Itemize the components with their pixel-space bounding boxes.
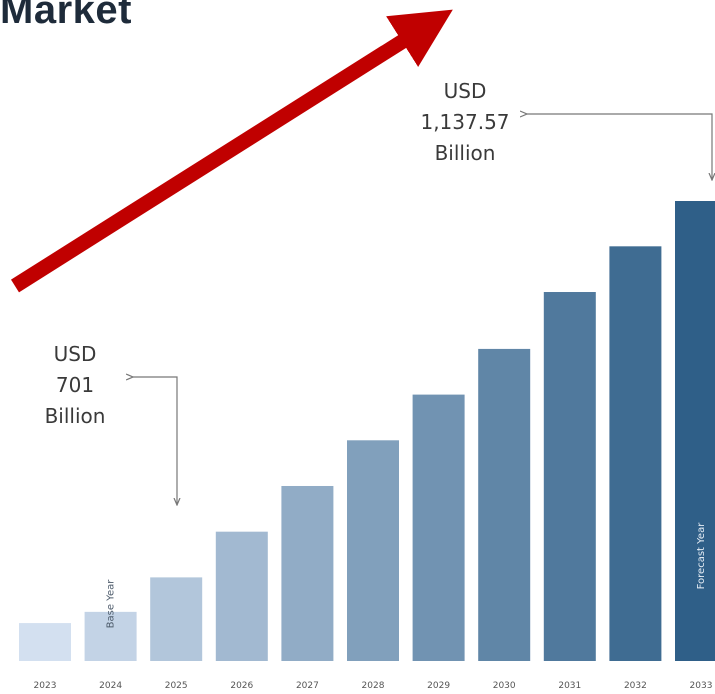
- x-tick-label-2028: 2028: [362, 681, 385, 691]
- x-tick-label-2029: 2029: [427, 681, 450, 691]
- annotation-2033: USD 1,137.57 Billion: [405, 76, 525, 169]
- x-tick-label-2027: 2027: [296, 681, 319, 691]
- bar-2030: [478, 348, 531, 661]
- x-tick-label-2032: 2032: [624, 681, 647, 691]
- bar-2027: [281, 485, 334, 661]
- bars-group: Base Year Forecast Year: [19, 201, 715, 661]
- annotation-2025-line-1: USD: [53, 342, 97, 366]
- growth-arrow: [10, 9, 453, 293]
- bar-2026: [215, 531, 268, 661]
- annotation-2033-line-1: USD: [443, 79, 487, 103]
- bar-2023: [19, 623, 71, 661]
- annotation-2033-line-2: 1,137.57: [420, 110, 510, 134]
- annotation-2025: USD 701 Billion: [25, 339, 125, 432]
- bar-label-2033: Forecast Year: [696, 522, 707, 590]
- bar-2032: [609, 246, 662, 661]
- x-tick-label-2026: 2026: [230, 681, 253, 691]
- bar-2033: [675, 201, 715, 661]
- bar-2031: [543, 292, 596, 661]
- x-tick-label-2033: 2033: [690, 681, 713, 691]
- bar-2029: [412, 394, 465, 661]
- annotation-2025-line-2: 701: [55, 373, 95, 397]
- x-tick-label-2031: 2031: [558, 681, 581, 691]
- bar-2028: [347, 440, 399, 661]
- x-tick-label-2023: 2023: [34, 681, 57, 691]
- chart-title: Market: [0, 0, 132, 32]
- bar-2025: [150, 577, 203, 661]
- annotation-connector-2033: [527, 114, 712, 180]
- x-axis-labels: 2023 2024 2025 2026 2027 2028 2029 2030 2031 2032…: [34, 681, 713, 691]
- annotation-2033-line-3: Billion: [434, 141, 496, 165]
- annotation-connectors: [133, 114, 712, 505]
- annotation-connector-2025: [133, 377, 177, 505]
- annotation-2025-line-3: Billion: [44, 404, 106, 428]
- bar-2024: [84, 611, 137, 661]
- x-tick-label-2024: 2024: [99, 681, 122, 691]
- bar-label-2024: Base Year: [106, 579, 117, 629]
- x-tick-label-2030: 2030: [493, 681, 516, 691]
- x-tick-label-2025: 2025: [165, 681, 188, 691]
